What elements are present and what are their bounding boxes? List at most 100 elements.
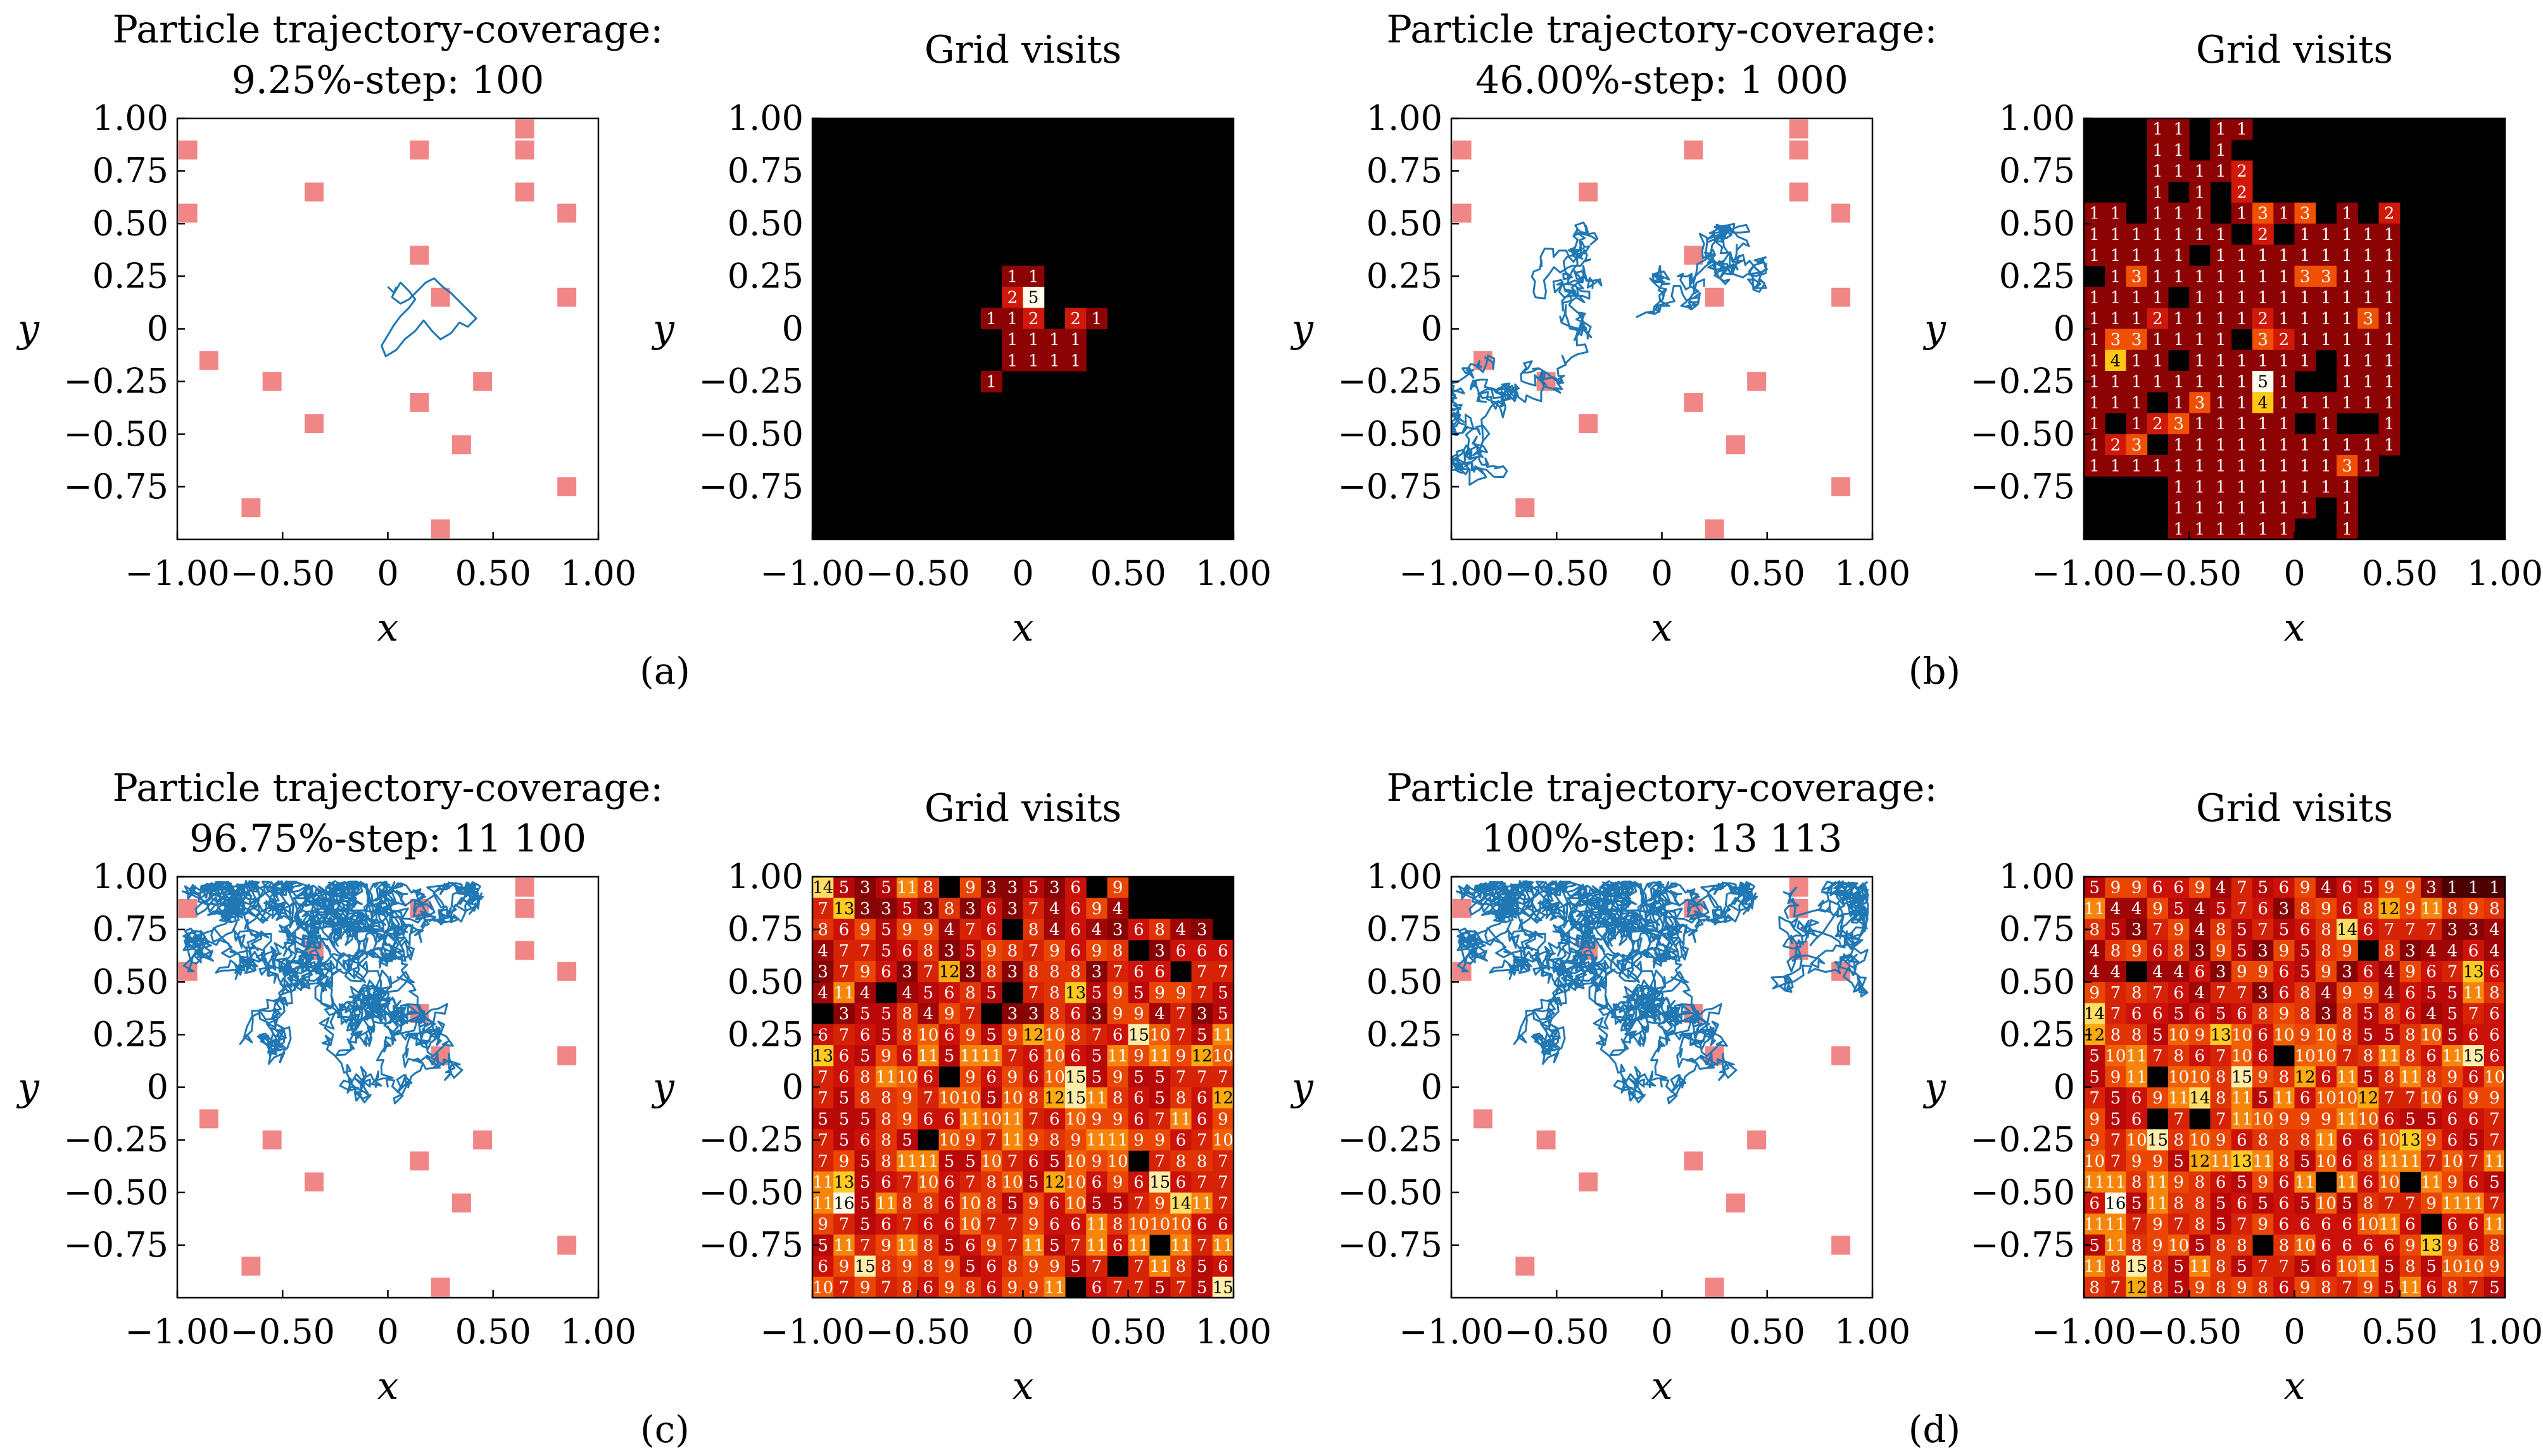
heatmap-cell — [2273, 497, 2295, 519]
heatmap-cell — [854, 1276, 876, 1298]
heatmap-cell — [2126, 919, 2148, 941]
heatmap-cell-value: 11 — [897, 1236, 918, 1255]
obstacle-marker — [557, 1046, 577, 1065]
heatmap-cell — [2084, 898, 2105, 919]
heatmap-cell-value: 9 — [2131, 1152, 2142, 1171]
heatmap-cell-value: 1 — [2216, 436, 2226, 455]
heatmap-cell — [2378, 1171, 2401, 1193]
heatmap-cell — [2273, 392, 2295, 413]
y-tick-label: 0.75 — [1366, 909, 1442, 949]
heatmap-cell-value: 5 — [2237, 920, 2247, 939]
heatmap-cell-value: 9 — [2237, 1278, 2247, 1297]
heatmap-cell-value: 1 — [2089, 204, 2100, 223]
heatmap-cell-value: 2 — [2384, 204, 2395, 223]
heatmap-cell-value: 1 — [2152, 330, 2163, 349]
heatmap-cell — [1002, 308, 1023, 329]
heatmap-cell-value: 10 — [812, 1278, 833, 1297]
heatmap-cell — [2315, 476, 2337, 498]
heatmap-cell — [2231, 518, 2253, 540]
heatmap-cell — [833, 1192, 855, 1214]
heatmap-cell-value: 1 — [2173, 267, 2184, 286]
heatmap-cell-value: 13 — [812, 1047, 833, 1066]
heatmap-cell — [812, 1276, 834, 1298]
heatmap-cell — [2126, 982, 2148, 1003]
heatmap-cell-value: 1 — [1028, 330, 1039, 349]
heatmap-cell — [1065, 329, 1087, 351]
heatmap-cell-value: 9 — [2384, 879, 2395, 898]
heatmap-cell — [2168, 939, 2190, 962]
heatmap-cell — [2210, 1108, 2232, 1130]
heatmap-cell-value: 5 — [965, 1152, 976, 1171]
heatmap-cell — [2168, 1150, 2190, 1172]
heatmap-cell-value: 8 — [881, 1110, 892, 1129]
heatmap-cell-value: 5 — [2257, 1194, 2268, 1213]
heatmap-cell — [2483, 1108, 2506, 1130]
heatmap-cell — [1065, 919, 1087, 941]
heatmap-cell-value: 3 — [1028, 1005, 1039, 1024]
heatmap-cell — [1107, 961, 1129, 982]
heatmap-cell-value: 9 — [902, 920, 912, 939]
heatmap-cell — [2126, 287, 2148, 308]
heatmap-cell-value: 1 — [2111, 246, 2121, 265]
heatmap-cell — [1002, 1087, 1023, 1109]
heatmap-cell — [2189, 434, 2211, 456]
heatmap-cell — [1149, 1024, 1171, 1046]
heatmap-cell-value: 2 — [2237, 183, 2247, 202]
heatmap-cell — [1149, 982, 1171, 1003]
x-tick-label: 0 — [2283, 1312, 2305, 1352]
heatmap-cell-value: 5 — [2257, 1089, 2268, 1108]
heatmap-cell-value: 1 — [2089, 246, 2100, 265]
heatmap-cell-value: 9 — [2237, 963, 2247, 982]
heatmap-cell — [2147, 308, 2169, 329]
heatmap-cell-value: 7 — [1197, 984, 1208, 1003]
heatmap-cell — [2084, 939, 2105, 962]
heatmap-cell-value: 6 — [2279, 879, 2290, 898]
heatmap-cell-value: 6 — [944, 1194, 955, 1213]
panel-label-a: (a) — [640, 650, 690, 693]
heatmap-cell-value: 11 — [2126, 1047, 2147, 1066]
heatmap-cell — [854, 1108, 876, 1130]
heatmap-cell — [1086, 308, 1107, 329]
heatmap-cell — [1002, 265, 1023, 287]
heatmap-cell — [2357, 1045, 2379, 1067]
heatmap-cell — [2337, 877, 2358, 898]
heatmap-cell — [1023, 1234, 1045, 1256]
heatmap-cell — [1191, 1150, 1213, 1172]
y-tick-label: 0.50 — [92, 962, 168, 1001]
heatmap-cell-value: 1 — [2363, 373, 2374, 392]
heatmap-cell-value: 9 — [2279, 1110, 2290, 1129]
heatmap-cell — [2147, 160, 2169, 182]
heatmap-cell-value: 9 — [2089, 984, 2100, 1003]
heatmap-cell-value: 7 — [1007, 1236, 1018, 1255]
heatmap-cell-value: 10 — [1002, 1173, 1023, 1192]
heatmap-cell-value: 6 — [965, 1236, 976, 1255]
heatmap-cell-value: 9 — [1176, 1047, 1187, 1066]
heatmap-cell — [1002, 1129, 1023, 1151]
heatmap-cell-value: 1 — [2279, 289, 2290, 308]
heatmap-cell — [2168, 139, 2190, 161]
heatmap-cell — [1191, 1003, 1213, 1025]
heatmap-cell — [2421, 1003, 2442, 1025]
heatmap-cell — [1212, 1171, 1234, 1193]
panel-label-b: (b) — [1909, 650, 1960, 693]
heatmap-cell — [1044, 1087, 1066, 1109]
heatmap-cell-value: 4 — [860, 984, 871, 1003]
heatmap-cell-value: 8 — [902, 1278, 912, 1297]
heatmap-cell-value: 6 — [944, 984, 955, 1003]
heatmap-cell — [875, 1087, 897, 1109]
heatmap-cell — [2463, 1003, 2485, 1025]
heatmap-cell — [2399, 982, 2421, 1003]
heatmap-cell — [918, 1192, 939, 1214]
heatmap-cell-value: 7 — [2405, 1089, 2416, 1108]
heatmap-cell-value: 9 — [2152, 1089, 2163, 1108]
heatmap-cell — [2168, 160, 2190, 182]
heatmap-cell — [2231, 497, 2253, 519]
heatmap-cell — [897, 1108, 918, 1130]
heatmap-cell — [959, 1129, 981, 1151]
heatmap-cell-value: 9 — [2279, 1005, 2290, 1024]
heatmap-cell-value: 9 — [1133, 1005, 1144, 1024]
heatmap-cell — [2357, 1024, 2379, 1046]
heatmap-cell — [2210, 329, 2232, 351]
heatmap-cell-value: 15 — [2463, 1047, 2484, 1066]
heatmap-cell — [833, 1045, 855, 1067]
